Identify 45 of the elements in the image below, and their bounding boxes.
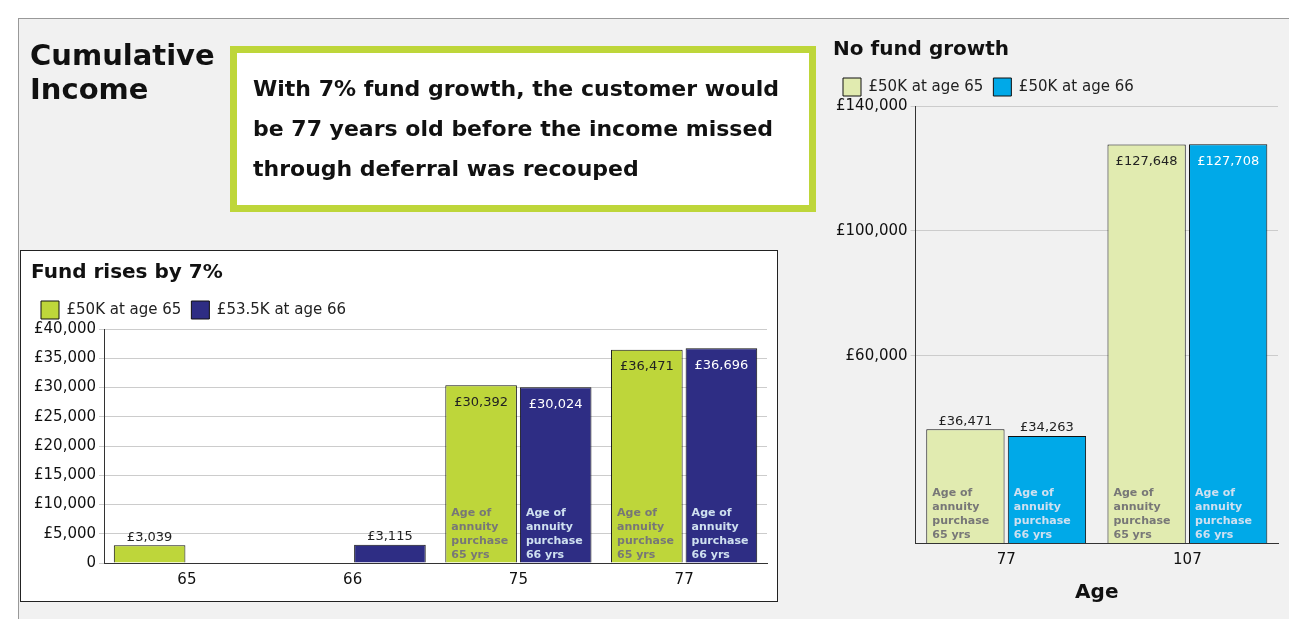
data-label: £36,471 [938,412,993,428]
y-tick-label: 0 [86,552,97,571]
x-tick-label: 107 [1173,549,1202,568]
annotation: Age of annuity purchase 66 yrs [525,505,583,561]
chart-title: Fund rises by 7% [31,259,223,284]
x-tick-label: 66 [343,569,363,588]
text: With 7% fund growth, the customer would be 77 years old before the income missed through deferral was recouped [230,46,816,212]
y-tick-label: £100,000 [835,220,908,239]
data-label: £36,696 [694,356,749,372]
y-tick-label: £10,000 [34,494,97,513]
legend-label: £50K at age 65 [66,299,182,318]
y-tick-label: £25,000 [34,406,97,425]
x-axis-title: Age [1075,579,1119,604]
data-label: £3,115 [367,528,413,544]
y-tick-label: £20,000 [34,435,97,454]
data-label: £36,471 [619,358,674,374]
data-label: £127,648 [1115,152,1178,168]
y-tick-label: £40,000 [34,318,97,337]
data-label: £127,708 [1197,152,1260,168]
annotation: Age of annuity purchase 65 yrs [451,505,509,561]
annotation: Age of annuity purchase 65 yrs [617,505,674,561]
data-label: £34,263 [1020,419,1074,435]
data-label: £30,024 [528,395,583,411]
annotation: Age of annuity purchase 66 yrs [1195,485,1252,541]
chart-title: No fund growth [833,36,1010,61]
x-tick-label: 77 [996,549,1016,568]
annotation: Age of annuity purchase 66 yrs [1013,485,1071,541]
annotation: Age of annuity purchase 65 yrs [1113,485,1171,541]
y-tick-label: £140,000 [835,95,908,114]
x-tick-label: 75 [508,569,528,588]
y-tick-label: £60,000 [845,345,908,364]
x-tick-label: 65 [177,569,197,588]
data-label: £30,392 [454,393,508,409]
y-tick-label: £5,000 [43,523,97,542]
y-tick-label: £30,000 [34,377,97,396]
x-tick-label: 77 [674,569,694,588]
y-tick-label: £35,000 [34,348,97,367]
text: Cumulative Income [30,38,216,106]
annotation: Age of annuity purchase 66 yrs [691,505,749,561]
data-label: £3,039 [126,528,173,544]
y-tick-label: £15,000 [34,465,97,484]
legend-label: £50K at age 65 [868,76,984,95]
annotation: Age of annuity purchase 65 yrs [932,485,990,541]
legend-label: £50K at age 66 [1018,76,1134,95]
legend-label: £53.5K at age 66 [216,299,347,318]
